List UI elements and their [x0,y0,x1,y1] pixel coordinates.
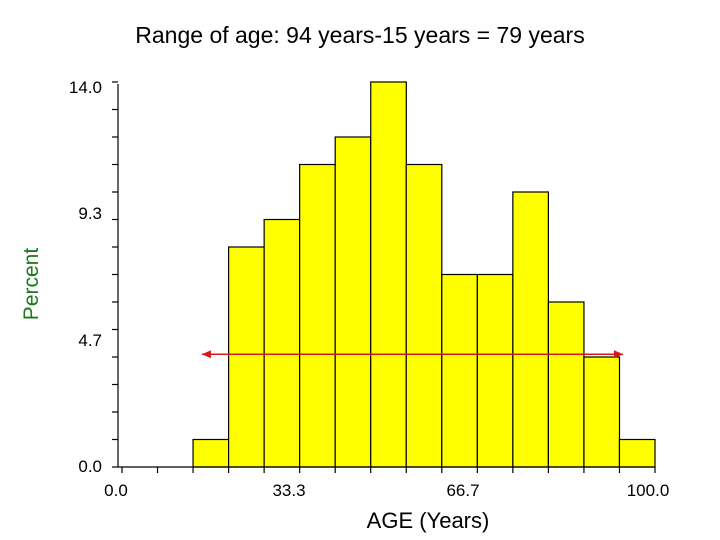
histogram-bar [228,246,265,468]
x-tick-label: 0.0 [104,481,128,500]
histogram-bar [547,301,585,468]
histogram-bar [512,191,549,468]
y-tick-label: 14.0 [68,78,102,97]
histogram-bar [583,356,621,468]
x-tick-label: 66.7 [446,481,480,500]
x-axis-label: AGE (Years) [366,508,490,533]
histogram-bar [441,273,478,468]
histogram-bar [405,163,443,468]
histogram-bar [192,438,230,468]
histogram-bar [299,163,336,468]
histogram-bar [263,218,301,468]
y-tick-label: 4.7 [78,331,102,350]
y-axis-label: Percent [20,247,43,321]
chart-title: Range of age: 94 years-15 years = 79 yea… [135,22,585,48]
range-arrow-left-head [201,350,211,359]
histogram-bar [370,81,407,468]
x-tick-label: 100.0 [626,481,670,500]
histogram-bar [618,438,656,468]
histogram-bar [334,136,372,468]
x-tick-label: 33.3 [272,481,306,500]
range-arrow-right-head [614,350,624,359]
y-tick-label: 9.3 [78,204,102,223]
y-tick-label: 0.0 [78,457,102,476]
histogram-bar [476,273,514,468]
